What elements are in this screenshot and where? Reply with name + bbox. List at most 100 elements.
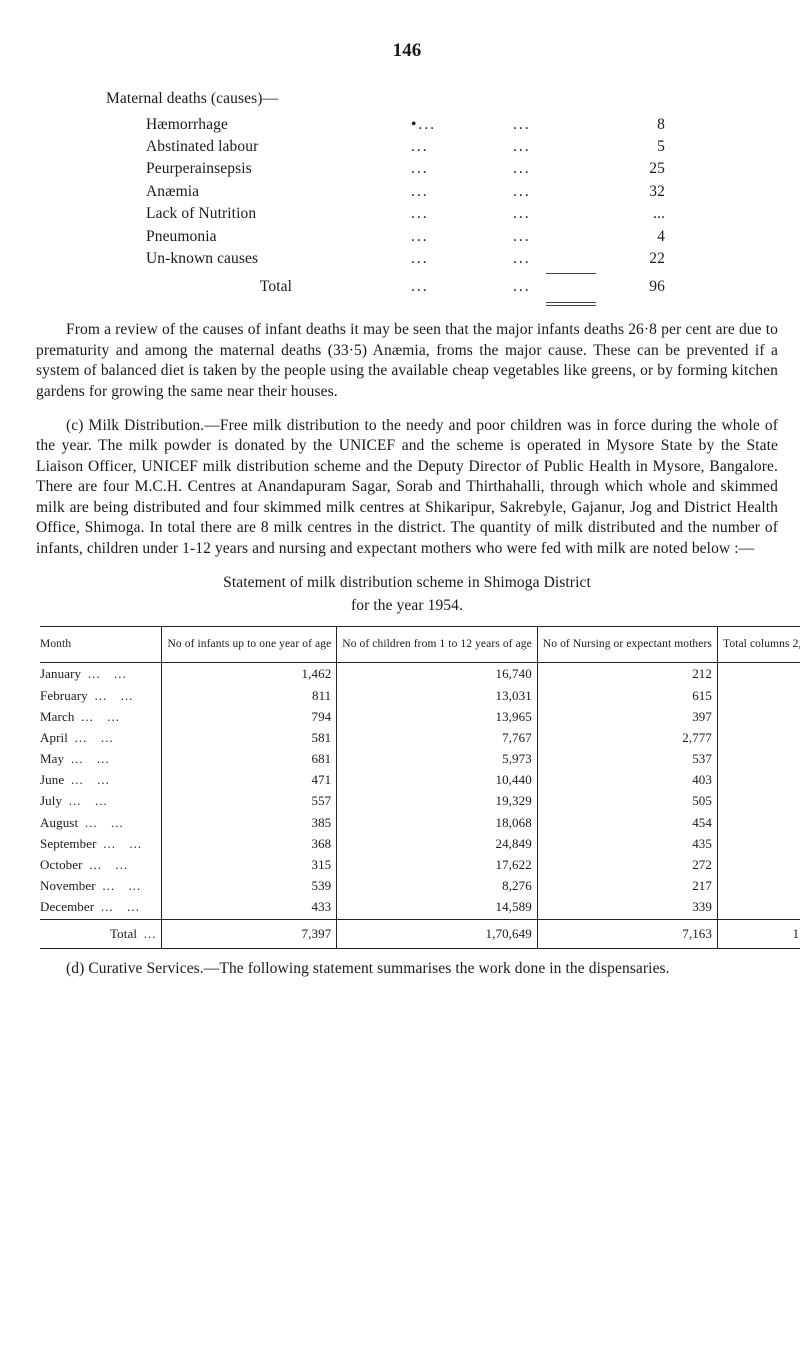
dots: ... bbox=[512, 203, 614, 225]
rule bbox=[546, 302, 596, 303]
table-row: December ... ...43314,58933915,361698765… bbox=[40, 896, 800, 920]
table-row: Hæmorrhage•......8 bbox=[146, 114, 666, 136]
cell: 433 bbox=[162, 896, 337, 920]
cell: 397 bbox=[537, 706, 717, 727]
paragraph-milk-dist: (c) Milk Distribution.—Free milk distrib… bbox=[36, 416, 778, 559]
cell: 18,209 bbox=[718, 854, 800, 875]
cell: October ... ... bbox=[40, 854, 162, 875]
cell: November ... ... bbox=[40, 875, 162, 896]
table-row: October ... ...31517,62227218,2097501521… bbox=[40, 854, 800, 875]
page: 146 Maternal deaths (causes)— Hæmorrhage… bbox=[0, 0, 800, 1033]
col-infants: No of infants up to one year of age bbox=[162, 627, 337, 663]
table-row: September ... ...36824,84943525,6521,359… bbox=[40, 833, 800, 854]
table-row: Un-known causes......22 bbox=[146, 248, 666, 270]
cell: 435 bbox=[537, 833, 717, 854]
cell: 217 bbox=[537, 875, 717, 896]
cell: 539 bbox=[162, 875, 337, 896]
cell: 385 bbox=[162, 812, 337, 833]
table-row: Peurperainsepsis......25 bbox=[146, 158, 666, 180]
dots: ... bbox=[410, 276, 512, 298]
cause-value: 32 bbox=[614, 181, 666, 203]
cause-label: Lack of Nutrition bbox=[146, 203, 410, 225]
total-label: Total bbox=[146, 276, 410, 298]
cell: 403 bbox=[537, 769, 717, 790]
cell: 2,777 bbox=[537, 727, 717, 748]
cell: 615 bbox=[537, 685, 717, 706]
cell: 9,032 bbox=[718, 875, 800, 896]
statement-title: Statement of milk distribution scheme in… bbox=[36, 573, 778, 593]
cell: 13,031 bbox=[337, 685, 538, 706]
total-value: 96 bbox=[614, 276, 666, 298]
cell: Total ... bbox=[40, 920, 162, 948]
table-row: Anæmia......32 bbox=[146, 181, 666, 203]
paragraph-review: From a review of the causes of infant de… bbox=[36, 320, 778, 402]
rule bbox=[546, 305, 596, 306]
dots: ... bbox=[512, 114, 614, 136]
cell: January ... ... bbox=[40, 663, 162, 685]
cause-label: Peurperainsepsis bbox=[146, 158, 410, 180]
cause-value: 5 bbox=[614, 136, 666, 158]
cause-label: Pneumonia bbox=[146, 226, 410, 248]
cell: 14,589 bbox=[337, 896, 538, 920]
cell: 14,457 bbox=[718, 685, 800, 706]
cell: 315 bbox=[162, 854, 337, 875]
dots: ... bbox=[410, 158, 512, 180]
table-row: January ... ...1,46216,74021218,41495292… bbox=[40, 663, 800, 685]
cell: 18,414 bbox=[718, 663, 800, 685]
cause-label: Hæmorrhage bbox=[146, 114, 410, 136]
cause-value: ... bbox=[614, 203, 666, 225]
cell: 18,068 bbox=[337, 812, 538, 833]
cell: 1,462 bbox=[162, 663, 337, 685]
dots: ... bbox=[512, 248, 614, 270]
paragraph-curative: (d) Curative Services.—The following sta… bbox=[36, 959, 778, 979]
cell: 11,125 bbox=[718, 727, 800, 748]
cell: 7,397 bbox=[162, 920, 337, 948]
dots: ... bbox=[512, 276, 614, 298]
cell: 7,163 bbox=[537, 920, 717, 948]
cause-label: Un-known causes bbox=[146, 248, 410, 270]
cell: 339 bbox=[537, 896, 717, 920]
col-mothers: No of Nursing or expectant mothers bbox=[537, 627, 717, 663]
cell: April ... ... bbox=[40, 727, 162, 748]
cell: July ... ... bbox=[40, 790, 162, 811]
dots: ... bbox=[410, 181, 512, 203]
dots: ... bbox=[410, 203, 512, 225]
maternal-heading: Maternal deaths (causes)— bbox=[106, 89, 778, 109]
cell: 581 bbox=[162, 727, 337, 748]
dots: •... bbox=[410, 114, 512, 136]
cause-value: 8 bbox=[614, 114, 666, 136]
cell: 811 bbox=[162, 685, 337, 706]
cell: June ... ... bbox=[40, 769, 162, 790]
milk-distribution-table: Month No of infants up to one year of ag… bbox=[40, 626, 800, 948]
dots: ... bbox=[410, 248, 512, 270]
table-row: April ... ...5817,7672,77711,12533751018 bbox=[40, 727, 800, 748]
cell: August ... ... bbox=[40, 812, 162, 833]
cell: 272 bbox=[537, 854, 717, 875]
cell: March ... ... bbox=[40, 706, 162, 727]
table-row: March ... ...79413,96539715,1561,3701210… bbox=[40, 706, 800, 727]
cell: 681 bbox=[162, 748, 337, 769]
dots: ... bbox=[410, 226, 512, 248]
col-total: Total columns 2, 3 and 4 bbox=[718, 627, 800, 663]
cell: 212 bbox=[537, 663, 717, 685]
dots: ... bbox=[512, 136, 614, 158]
cell: 13,965 bbox=[337, 706, 538, 727]
cell: February ... ... bbox=[40, 685, 162, 706]
cell: 794 bbox=[162, 706, 337, 727]
cell: December ... ... bbox=[40, 896, 162, 920]
table-row: Lack of Nutrition......... bbox=[146, 203, 666, 225]
dots: ... bbox=[410, 136, 512, 158]
cell: 1,85,209 bbox=[718, 920, 800, 948]
cell: 15,361 bbox=[718, 896, 800, 920]
cell: 7,767 bbox=[337, 727, 538, 748]
cell: 25,652 bbox=[718, 833, 800, 854]
rule bbox=[546, 273, 596, 274]
cause-value: 25 bbox=[614, 158, 666, 180]
cell: 537 bbox=[537, 748, 717, 769]
cell: 471 bbox=[162, 769, 337, 790]
table-row: Abstinated labour......5 bbox=[146, 136, 666, 158]
cell: 557 bbox=[162, 790, 337, 811]
page-number: 146 bbox=[36, 38, 778, 63]
cell: 454 bbox=[537, 812, 717, 833]
cause-label: Anæmia bbox=[146, 181, 410, 203]
